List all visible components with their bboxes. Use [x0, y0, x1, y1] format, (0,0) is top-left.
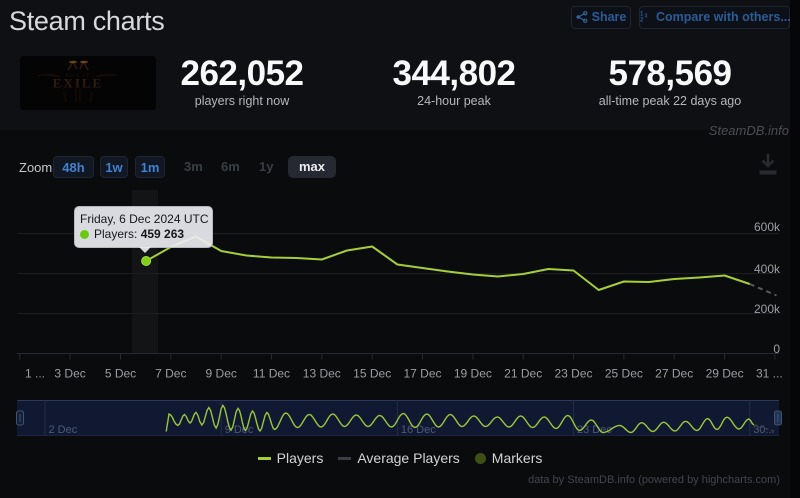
- svg-text:27 Dec: 27 Dec: [655, 367, 693, 381]
- svg-text:2: 2: [640, 17, 644, 22]
- svg-text:25 Dec: 25 Dec: [605, 367, 643, 381]
- svg-text:30...: 30...: [753, 424, 774, 436]
- svg-text:5 Dec: 5 Dec: [105, 367, 136, 381]
- svg-text:0: 0: [773, 342, 780, 356]
- svg-text:23 Dec: 23 Dec: [577, 424, 612, 436]
- svg-text:1 ...: 1 ...: [25, 367, 45, 381]
- svg-text:600k: 600k: [754, 220, 781, 234]
- svg-text:19 Dec: 19 Dec: [454, 367, 492, 381]
- svg-text:EXILE: EXILE: [53, 76, 103, 91]
- svg-text:PATH OF: PATH OF: [66, 73, 91, 78]
- svg-text:29 Dec: 29 Dec: [706, 367, 744, 381]
- svg-text:3: 3: [645, 14, 648, 20]
- svg-text:21 Dec: 21 Dec: [504, 367, 542, 381]
- svg-text:11 Dec: 11 Dec: [253, 367, 290, 381]
- svg-text:16 Dec: 16 Dec: [401, 424, 436, 436]
- svg-text:23 Dec: 23 Dec: [554, 367, 592, 381]
- svg-text:2 Dec: 2 Dec: [49, 424, 78, 436]
- svg-text:13 Dec: 13 Dec: [303, 367, 341, 381]
- svg-text:200k: 200k: [754, 302, 781, 316]
- svg-text:9 Dec: 9 Dec: [206, 367, 237, 381]
- svg-text:15 Dec: 15 Dec: [353, 367, 391, 381]
- svg-text:17 Dec: 17 Dec: [403, 367, 441, 381]
- svg-text:1: 1: [640, 11, 644, 17]
- svg-text:31 ...: 31 ...: [756, 367, 783, 381]
- svg-text:7 Dec: 7 Dec: [155, 367, 186, 381]
- svg-text:3 Dec: 3 Dec: [54, 367, 85, 381]
- svg-text:400k: 400k: [754, 262, 781, 276]
